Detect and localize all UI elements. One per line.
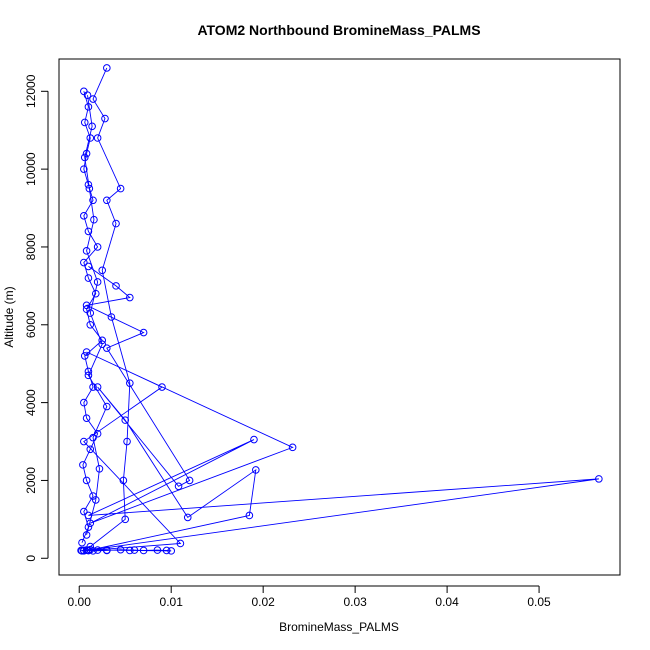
- data-point: [80, 212, 88, 220]
- data-point: [89, 433, 97, 442]
- data-point: [112, 219, 120, 228]
- data-point: [91, 496, 100, 504]
- data-point: [80, 437, 88, 446]
- data-point: [119, 476, 128, 485]
- data-point: [98, 266, 107, 275]
- data-point: [139, 328, 148, 337]
- data-point: [595, 475, 603, 483]
- data-point: [121, 515, 130, 524]
- data-point: [82, 531, 91, 539]
- data-point: [176, 539, 185, 548]
- data-point: [86, 445, 95, 454]
- y-tick-label: 8000: [24, 233, 38, 260]
- plot-frame: [58, 58, 621, 576]
- data-point: [93, 278, 102, 286]
- data-point: [98, 340, 107, 349]
- data-point: [126, 379, 134, 387]
- data-point: [84, 274, 93, 282]
- data-point: [80, 165, 88, 173]
- x-axis: 0.00 0.01 0.02 0.03 0.04 0.05: [68, 585, 551, 609]
- data-point: [103, 402, 111, 411]
- data-point: [86, 309, 95, 317]
- data-point: [95, 464, 104, 473]
- series-line-5: [84, 95, 108, 536]
- data-point: [79, 461, 87, 469]
- data-point: [93, 134, 102, 142]
- data-point: [88, 122, 96, 131]
- data-point: [103, 64, 111, 72]
- data-point: [167, 547, 175, 555]
- data-point: [101, 114, 109, 123]
- data-point: [116, 184, 125, 193]
- data-point: [103, 196, 111, 205]
- data-point: [82, 247, 91, 255]
- data-point: [82, 414, 91, 422]
- data-point: [89, 196, 97, 205]
- data-point: [84, 227, 93, 236]
- x-tick-label: 0.00: [68, 595, 92, 609]
- data-point: [80, 153, 89, 162]
- data-point: [93, 243, 102, 251]
- data-point: [90, 215, 98, 224]
- data-point: [83, 91, 92, 99]
- data-point: [84, 523, 93, 531]
- series-line-1: [81, 91, 103, 543]
- series-layer: [77, 64, 603, 555]
- data-point: [80, 87, 88, 96]
- x-tick-label: 0.01: [160, 595, 184, 609]
- y-axis-label: Altitude (m): [2, 286, 16, 347]
- data-point: [82, 301, 91, 310]
- y-tick-label: 12000: [24, 74, 38, 108]
- y-tick-label: 6000: [24, 311, 38, 338]
- data-point: [162, 546, 171, 555]
- data-point: [107, 313, 116, 321]
- data-point: [82, 348, 91, 356]
- data-point: [185, 476, 194, 485]
- data-point: [183, 513, 192, 522]
- data-point: [80, 352, 89, 360]
- data-point: [174, 482, 183, 491]
- y-tick-label: 0: [24, 555, 38, 562]
- x-tick-label: 0.04: [435, 595, 459, 609]
- data-point: [80, 547, 88, 555]
- data-point: [82, 476, 91, 485]
- data-point: [80, 118, 89, 127]
- series-line-3: [85, 266, 257, 551]
- x-axis-label: BromineMass_PALMS: [279, 620, 399, 634]
- data-point: [80, 398, 88, 407]
- data-point: [89, 95, 97, 103]
- x-tick-label: 0.05: [527, 595, 551, 609]
- data-point: [80, 507, 88, 516]
- data-point: [250, 435, 258, 444]
- data-point: [123, 437, 131, 446]
- y-tick-label: 4000: [24, 389, 38, 416]
- data-point: [86, 542, 95, 551]
- x-tick-label: 0.03: [343, 595, 367, 609]
- data-point: [112, 282, 120, 290]
- data-point: [116, 545, 125, 554]
- chart-title: ATOM2 Northbound BromineMass_PALMS: [197, 22, 480, 38]
- data-point: [158, 383, 166, 391]
- data-point: [80, 258, 88, 267]
- data-point: [126, 293, 134, 302]
- data-point: [78, 538, 86, 547]
- data-point: [139, 546, 148, 555]
- series-line-4: [89, 67, 131, 547]
- data-point: [85, 184, 94, 193]
- data-point: [103, 344, 111, 352]
- data-point: [252, 466, 260, 474]
- data-point: [84, 371, 93, 380]
- data-point: [84, 546, 93, 555]
- data-point: [153, 546, 162, 554]
- series-line-2: [83, 351, 599, 552]
- y-tick-label: 2000: [24, 467, 38, 494]
- x-tick-label: 0.02: [251, 595, 275, 609]
- data-point: [245, 511, 254, 520]
- y-tick-label: 10000: [24, 152, 38, 186]
- data-point: [288, 443, 297, 452]
- y-axis: 0 2000 4000 6000 8000 10000 12000: [24, 74, 49, 562]
- data-point: [86, 320, 95, 329]
